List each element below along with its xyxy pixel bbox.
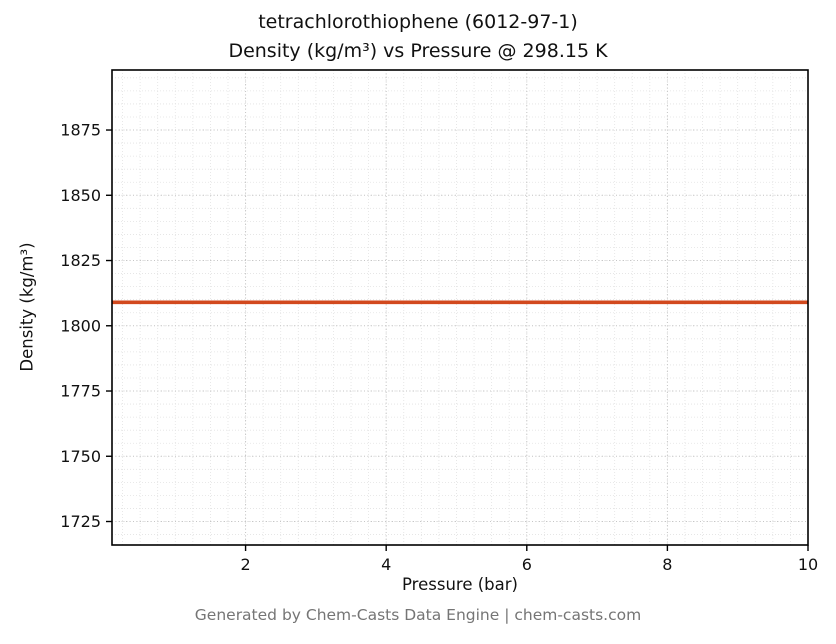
x-tick-label: 4 bbox=[381, 555, 391, 574]
x-axis-label: Pressure (bar) bbox=[402, 575, 518, 594]
footer-credit: Generated by Chem-Casts Data Engine | ch… bbox=[194, 606, 642, 624]
x-tick-label: 6 bbox=[522, 555, 532, 574]
x-tick-label: 10 bbox=[798, 555, 818, 574]
x-tick-label: 8 bbox=[662, 555, 672, 574]
y-axis-label: Density (kg/m³) bbox=[17, 242, 37, 372]
y-tick-label: 1875 bbox=[60, 121, 101, 140]
y-tick-label: 1825 bbox=[60, 251, 101, 270]
axes-frame bbox=[111, 69, 809, 546]
y-tick-label: 1850 bbox=[60, 186, 101, 205]
chart-title: tetrachlorothiophene (6012-97-1) Density… bbox=[0, 8, 836, 66]
chart-title-line2: Density (kg/m³) vs Pressure @ 298.15 K bbox=[228, 40, 608, 62]
y-tick-label: 1775 bbox=[60, 382, 101, 401]
chart-title-line1: tetrachlorothiophene (6012-97-1) bbox=[258, 11, 578, 33]
y-tick-label: 1750 bbox=[60, 447, 101, 466]
x-tick-label: 2 bbox=[240, 555, 250, 574]
y-tick-label: 1800 bbox=[60, 316, 101, 335]
y-tick-label: 1725 bbox=[60, 512, 101, 531]
